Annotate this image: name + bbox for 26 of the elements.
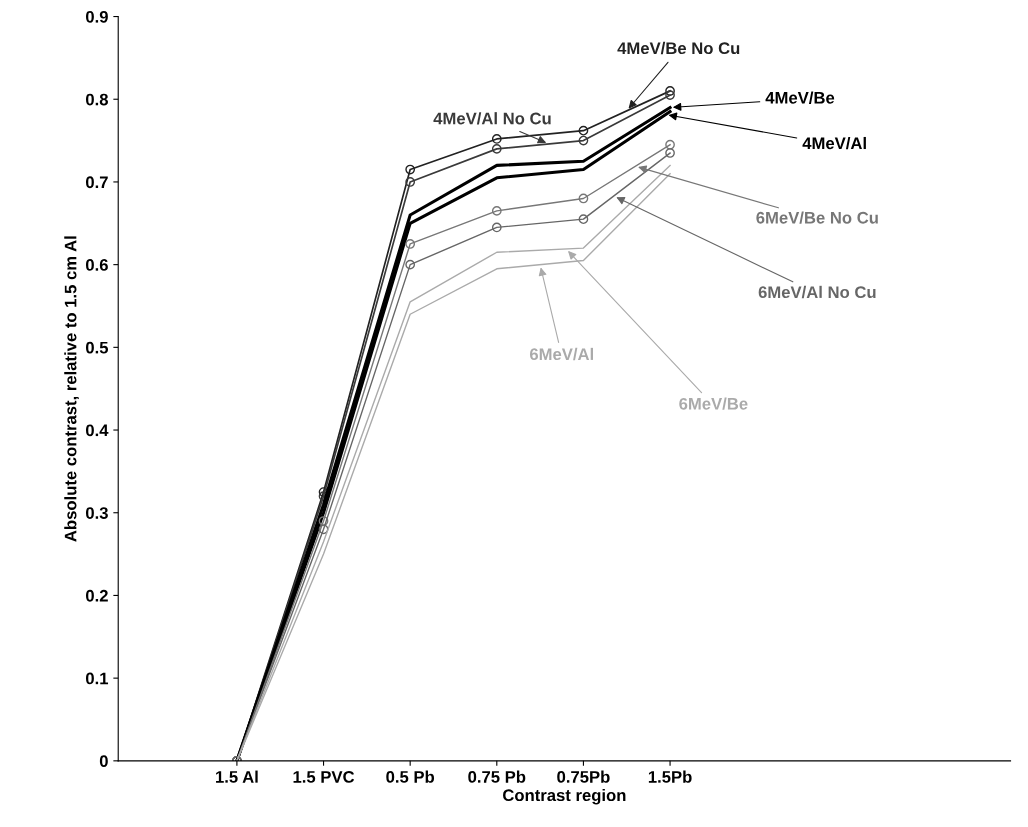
x-tick-label: 1.5 Al — [216, 770, 258, 783]
text: 4MeV/Be No Cu — [617, 41, 740, 55]
y-tick-label: 0.3 — [85, 507, 108, 519]
x-tick-label: 0.75Pb — [557, 770, 610, 783]
x-axis-title: Contrast region — [503, 788, 626, 805]
y-tick-label: 0.1 — [85, 672, 109, 685]
y-tick-label: 0 — [99, 755, 108, 768]
text: 4MeV/Al — [802, 136, 866, 150]
text: 6MeV/Al No Cu — [758, 285, 876, 299]
x-tick-label: 0.5 Pb — [386, 770, 435, 783]
y-axis-title: Absolute contrast, relative to 1.5 cm Al — [64, 236, 79, 542]
y-tick-label: 0.6 — [85, 259, 108, 271]
x-tick-label: 1.5 PVC — [293, 771, 355, 783]
x-tick-label: 0.75 Pb — [468, 770, 526, 783]
y-tick-label: 0.5 — [85, 341, 109, 354]
y-tick-label: 0.2 — [85, 589, 108, 602]
text: 6MeV/Be No Cu — [756, 211, 878, 224]
y-tick-label: 0.4 — [85, 424, 109, 437]
y-tick-label: 0.8 — [85, 93, 108, 106]
y-tick-label: 0.9 — [85, 10, 108, 23]
series-label: 4MeV/Al No Cu — [433, 112, 551, 125]
x-tick-label: 1.5Pb — [648, 770, 692, 783]
text: 4MeV/Be — [765, 91, 835, 104]
y-tick-label: 0.7 — [85, 176, 108, 189]
text: 6MeV/Be — [679, 397, 748, 410]
text: 6MeV/Al — [529, 347, 594, 361]
